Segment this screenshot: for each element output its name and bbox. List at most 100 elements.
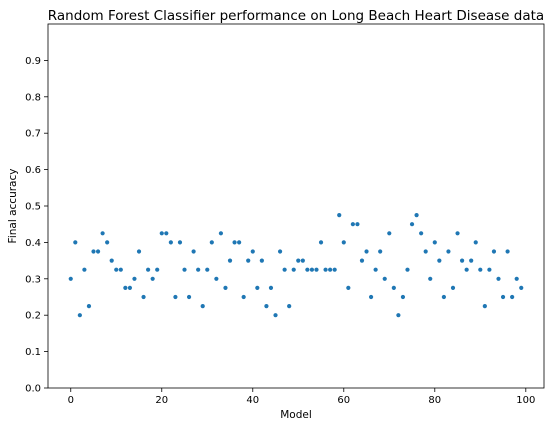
data-point <box>378 249 383 254</box>
data-point <box>186 294 192 300</box>
data-point <box>273 313 278 318</box>
data-point <box>95 249 101 254</box>
data-point <box>91 249 96 254</box>
data-point <box>337 213 342 218</box>
data-point <box>277 249 283 254</box>
data-point <box>473 240 478 245</box>
data-point <box>364 249 369 254</box>
plot-frame <box>47 23 545 389</box>
data-point <box>136 249 142 254</box>
data-point <box>359 258 365 263</box>
data-point <box>328 267 333 272</box>
data-point <box>205 267 210 272</box>
data-points <box>68 213 524 318</box>
data-point <box>146 267 151 272</box>
data-point <box>519 285 524 290</box>
data-point <box>464 267 469 272</box>
data-point <box>309 267 315 272</box>
data-point <box>191 249 196 254</box>
y-tick-label: 0.3 <box>25 274 41 285</box>
data-point <box>214 276 219 281</box>
data-point <box>291 267 296 272</box>
data-point <box>200 304 205 309</box>
data-point <box>341 240 346 245</box>
data-point <box>437 258 442 263</box>
data-point <box>491 249 497 254</box>
y-axis: 0.0 0.1 0.2 0.3 0.4 0.5 0.6 0.7 0.8 0.9 <box>25 56 48 395</box>
data-point <box>100 231 105 236</box>
x-tick-label: 0 <box>68 395 74 406</box>
data-point <box>450 285 456 290</box>
data-point <box>355 222 360 227</box>
y-tick-label: 0.4 <box>25 238 41 249</box>
data-point <box>346 285 351 290</box>
data-point <box>482 304 487 309</box>
y-tick-label: 0.7 <box>25 129 41 140</box>
data-point <box>127 285 133 290</box>
data-point <box>73 240 78 245</box>
data-point <box>159 231 164 236</box>
data-point <box>396 313 401 318</box>
data-point <box>400 294 406 300</box>
data-point <box>232 240 237 245</box>
data-point <box>332 267 337 272</box>
data-point <box>250 249 255 254</box>
x-tick-label: 100 <box>516 395 535 406</box>
data-point <box>373 267 378 272</box>
data-point <box>155 267 160 272</box>
data-point <box>114 267 119 272</box>
data-point <box>150 276 155 281</box>
data-point <box>514 276 519 281</box>
data-point <box>132 276 137 281</box>
data-point <box>182 267 187 272</box>
data-point <box>432 240 437 245</box>
data-point <box>259 258 264 263</box>
data-point <box>350 222 355 227</box>
x-tick-label: 20 <box>155 395 168 406</box>
data-point <box>496 276 501 281</box>
data-point <box>314 267 319 272</box>
data-point <box>223 285 228 290</box>
data-point <box>237 240 242 245</box>
x-axis-label: Model <box>280 409 312 421</box>
y-tick-label: 0.1 <box>25 347 41 358</box>
data-point <box>455 231 460 236</box>
data-point <box>469 258 474 263</box>
data-point <box>405 267 410 272</box>
x-tick-label: 40 <box>246 395 259 406</box>
data-point <box>77 313 82 318</box>
data-point <box>510 294 515 300</box>
data-point <box>268 285 274 290</box>
data-point <box>173 294 178 300</box>
x-tick-label: 80 <box>428 395 441 406</box>
data-point <box>391 285 396 290</box>
data-point <box>118 267 123 272</box>
data-point <box>218 231 224 236</box>
data-point <box>246 258 251 263</box>
data-point <box>414 213 419 218</box>
data-point <box>164 231 169 236</box>
data-point <box>441 294 446 300</box>
data-point <box>196 267 201 272</box>
data-point <box>500 294 506 300</box>
data-point <box>300 258 305 263</box>
data-point <box>423 249 428 254</box>
data-point <box>141 294 146 300</box>
data-point <box>255 285 260 290</box>
data-point <box>287 304 292 309</box>
data-point <box>459 258 465 263</box>
data-point <box>382 276 387 281</box>
data-point <box>227 258 233 263</box>
data-point <box>241 294 246 300</box>
data-point <box>387 231 392 236</box>
y-tick-label: 0.6 <box>25 165 41 176</box>
data-point <box>109 258 114 263</box>
data-point <box>318 240 324 245</box>
data-point <box>105 240 110 245</box>
y-tick-label: 0.8 <box>25 92 41 103</box>
data-point <box>296 258 301 263</box>
data-point <box>123 285 128 290</box>
data-point <box>177 240 183 245</box>
y-tick-label: 0.2 <box>25 311 41 322</box>
